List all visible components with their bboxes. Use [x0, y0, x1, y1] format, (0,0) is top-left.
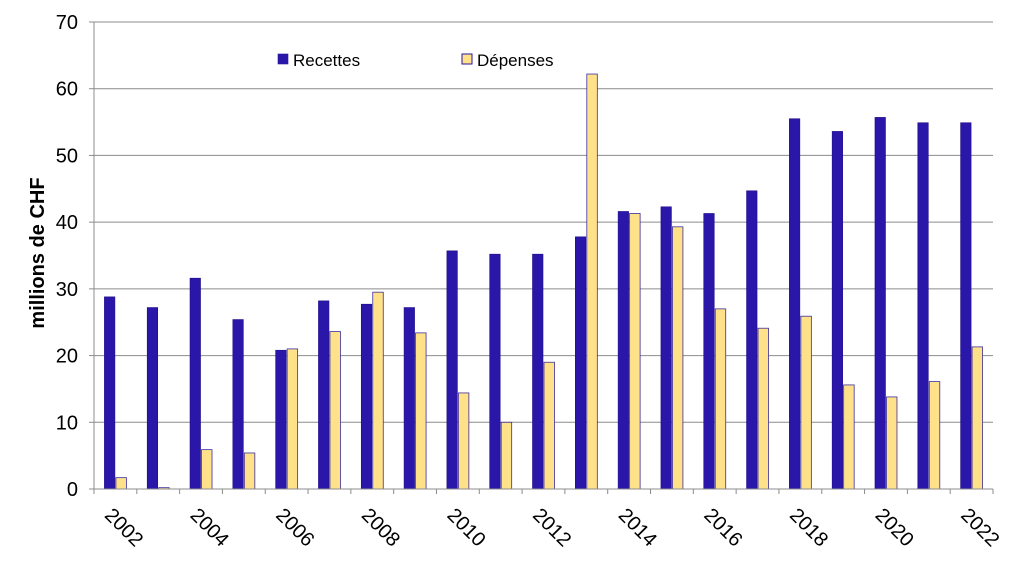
bar-recettes-2021 [917, 122, 929, 490]
bar-recettes-2004 [189, 277, 201, 490]
bar-depenses-2015 [672, 226, 684, 490]
bar-depenses-2016 [714, 308, 727, 490]
x-tick-label: 2002 [100, 504, 147, 551]
bar-recettes-2010 [446, 250, 458, 490]
bar-recettes-2020 [874, 117, 886, 490]
bar-depenses-2011 [500, 421, 513, 490]
bar-recettes-2002 [104, 296, 116, 490]
y-axis-label: millions de CHF [27, 177, 49, 328]
bar-depenses-2018 [800, 315, 812, 490]
bar-depenses-2019 [843, 384, 855, 490]
x-tick-label: 2016 [699, 504, 746, 551]
x-tick-labels: 2002 2004 2006 2008 2010 2012 2014 2016 2018 2020… [100, 504, 1003, 551]
x-tick-label: 2018 [785, 504, 832, 551]
y-tick-labels: 0 10 20 30 40 50 60 70 [56, 12, 78, 501]
bar-depenses-2005 [243, 452, 256, 490]
x-tick-label: 2008 [357, 504, 404, 551]
y-tick-label: 10 [56, 412, 78, 434]
bar-depenses-2010 [457, 392, 470, 490]
grid [94, 21, 993, 423]
y-tick-label: 20 [56, 346, 78, 368]
bar-depenses-2012 [543, 361, 555, 490]
y-tick-label: 0 [67, 479, 78, 501]
y-tick-label: 50 [56, 145, 78, 167]
bar-recettes-2017 [746, 190, 758, 490]
y-tick-label: 70 [56, 12, 78, 34]
bar-depenses-2002 [115, 477, 127, 490]
bar-depenses-2009 [415, 332, 427, 490]
bar-recettes-2022 [960, 122, 972, 490]
axes [89, 21, 994, 494]
legend-label-depenses: Dépenses [477, 51, 554, 70]
bar-depenses-2004 [201, 449, 213, 490]
x-tick-label: 2020 [871, 504, 918, 551]
bar-recettes-2006 [275, 349, 287, 490]
bar-depenses-2007 [329, 331, 341, 490]
bar-recettes-2013 [575, 236, 587, 490]
bar-depenses-2014 [629, 213, 641, 490]
bar-recettes-2003 [146, 307, 159, 490]
bar-depenses-2013 [586, 73, 598, 490]
legend-swatch-recettes [277, 53, 289, 65]
x-tick-label: 2006 [271, 504, 318, 551]
legend-label-recettes: Recettes [293, 51, 360, 70]
bar-depenses-2006 [286, 348, 299, 490]
bar-depenses-2021 [928, 381, 941, 490]
legend-swatch-depenses [461, 53, 473, 65]
y-tick-label: 40 [56, 212, 78, 234]
bar-recettes-2015 [660, 206, 672, 490]
bar-recettes-2009 [403, 307, 415, 490]
bars [104, 73, 983, 490]
bar-depenses-2017 [757, 327, 769, 490]
x-tick-label: 2014 [614, 504, 661, 551]
y-tick-label: 60 [56, 79, 78, 101]
bar-depenses-2022 [971, 346, 983, 490]
bar-depenses-2008 [372, 291, 384, 490]
bar-recettes-2005 [232, 319, 244, 490]
bar-recettes-2011 [489, 253, 501, 490]
bar-recettes-2012 [532, 253, 544, 490]
x-tick-label: 2022 [956, 504, 1003, 551]
x-tick-label: 2010 [443, 504, 490, 551]
bar-recettes-2008 [360, 303, 373, 490]
bar-recettes-2014 [617, 211, 629, 490]
bar-recettes-2018 [789, 118, 801, 490]
bar-recettes-2016 [703, 213, 715, 490]
x-tick-label: 2012 [528, 504, 575, 551]
x-tick-label: 2004 [186, 504, 233, 551]
bar-recettes-2007 [318, 300, 330, 490]
y-tick-label: 30 [56, 279, 78, 301]
bar-depenses-2020 [886, 396, 898, 490]
bar-recettes-2019 [831, 131, 843, 490]
legend: Recettes Dépenses [277, 51, 554, 70]
